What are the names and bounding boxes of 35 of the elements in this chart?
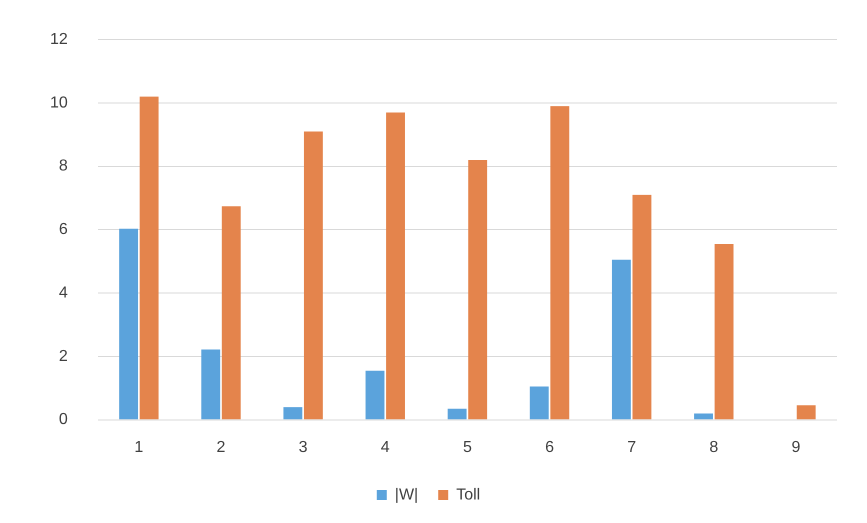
y-tick-label: 2 xyxy=(58,348,68,365)
bar xyxy=(283,407,302,420)
bar xyxy=(612,260,631,420)
bar xyxy=(140,96,159,420)
y-tick-label: 0 xyxy=(58,411,68,428)
y-tick-label: 10 xyxy=(50,94,68,112)
bar xyxy=(550,106,570,420)
x-tick-label: 9 xyxy=(791,438,800,456)
y-tick-label: 8 xyxy=(58,158,68,175)
legend-label: |W| xyxy=(394,486,418,504)
x-tick-label: 8 xyxy=(709,438,718,456)
bar xyxy=(468,160,488,420)
bar xyxy=(222,206,241,420)
bar xyxy=(694,413,713,420)
bar xyxy=(632,194,652,420)
bar xyxy=(119,228,138,420)
bar xyxy=(448,408,467,420)
x-tick-label: 1 xyxy=(134,438,144,456)
bar xyxy=(304,131,323,420)
legend-label: Toll xyxy=(456,486,480,504)
bar xyxy=(796,405,816,420)
bar xyxy=(201,349,220,420)
y-tick-label: 4 xyxy=(58,284,68,302)
x-tick-label: 4 xyxy=(380,438,390,456)
x-tick-label: 6 xyxy=(545,438,554,456)
bar xyxy=(714,244,734,420)
bar xyxy=(366,370,384,420)
x-tick-label: 5 xyxy=(462,438,472,456)
bar xyxy=(386,112,405,420)
y-tick-label: 6 xyxy=(58,221,68,238)
x-tick-label: 3 xyxy=(298,438,308,456)
bar xyxy=(530,386,549,420)
y-tick-label: 12 xyxy=(50,31,68,48)
x-tick-label: 2 xyxy=(216,438,226,456)
x-tick-label: 7 xyxy=(627,438,636,456)
